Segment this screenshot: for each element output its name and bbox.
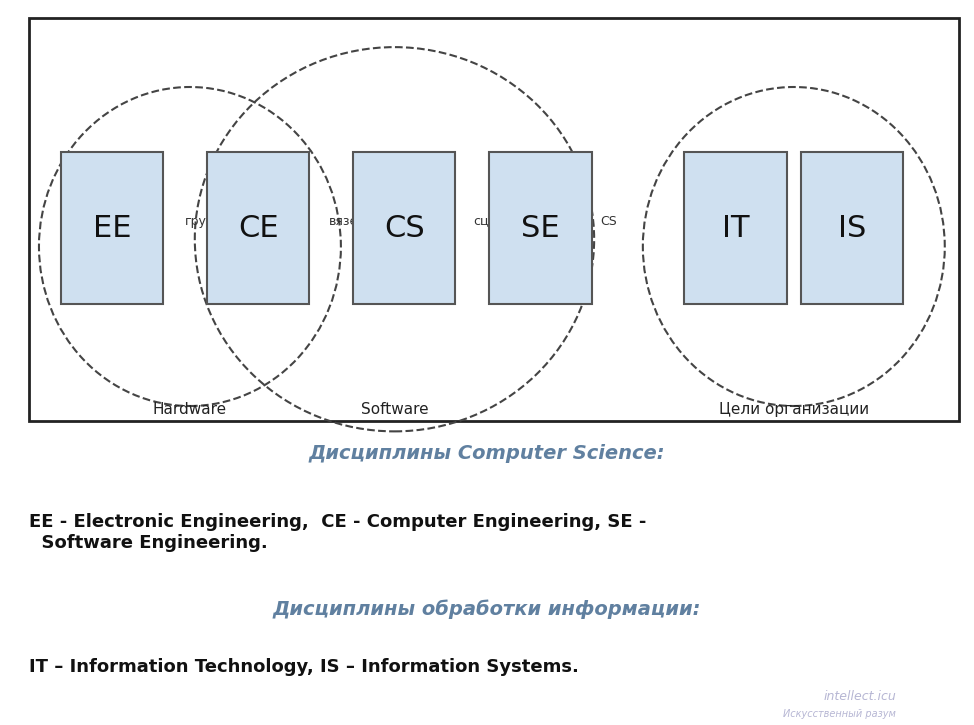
Text: SE: SE (521, 214, 560, 243)
Text: EE: EE (93, 214, 131, 243)
Text: CS: CS (384, 214, 425, 243)
FancyBboxPatch shape (60, 152, 163, 304)
FancyBboxPatch shape (684, 152, 787, 304)
Text: Искусственный разум: Искусственный разум (783, 709, 896, 719)
Text: IT: IT (722, 214, 749, 243)
Text: IS: IS (838, 214, 867, 243)
Text: грук: грук (185, 215, 214, 228)
Text: Дисциплины Computer Science:: Дисциплины Computer Science: (309, 444, 665, 463)
FancyBboxPatch shape (353, 152, 455, 304)
Text: IT – Information Technology, IS – Information Systems.: IT – Information Technology, IS – Inform… (29, 658, 580, 676)
FancyBboxPatch shape (29, 18, 959, 420)
Text: CE: CE (238, 214, 279, 243)
Text: вязе: вязе (329, 215, 358, 228)
Text: Дисциплины обработки информации:: Дисциплины обработки информации: (273, 600, 701, 618)
FancyBboxPatch shape (801, 152, 904, 304)
Text: EE - Electronic Engineering,  CE - Computer Engineering, SE -
  Software Enginee: EE - Electronic Engineering, CE - Comput… (29, 513, 647, 552)
FancyBboxPatch shape (207, 152, 310, 304)
Text: сци: сци (473, 215, 497, 228)
Text: intellect.icu: intellect.icu (823, 689, 896, 703)
FancyBboxPatch shape (490, 152, 592, 304)
Text: CS: CS (600, 215, 618, 228)
Text: Software: Software (360, 402, 429, 417)
Text: Hardware: Hardware (153, 402, 227, 417)
Text: Цели организации: Цели организации (719, 402, 869, 417)
